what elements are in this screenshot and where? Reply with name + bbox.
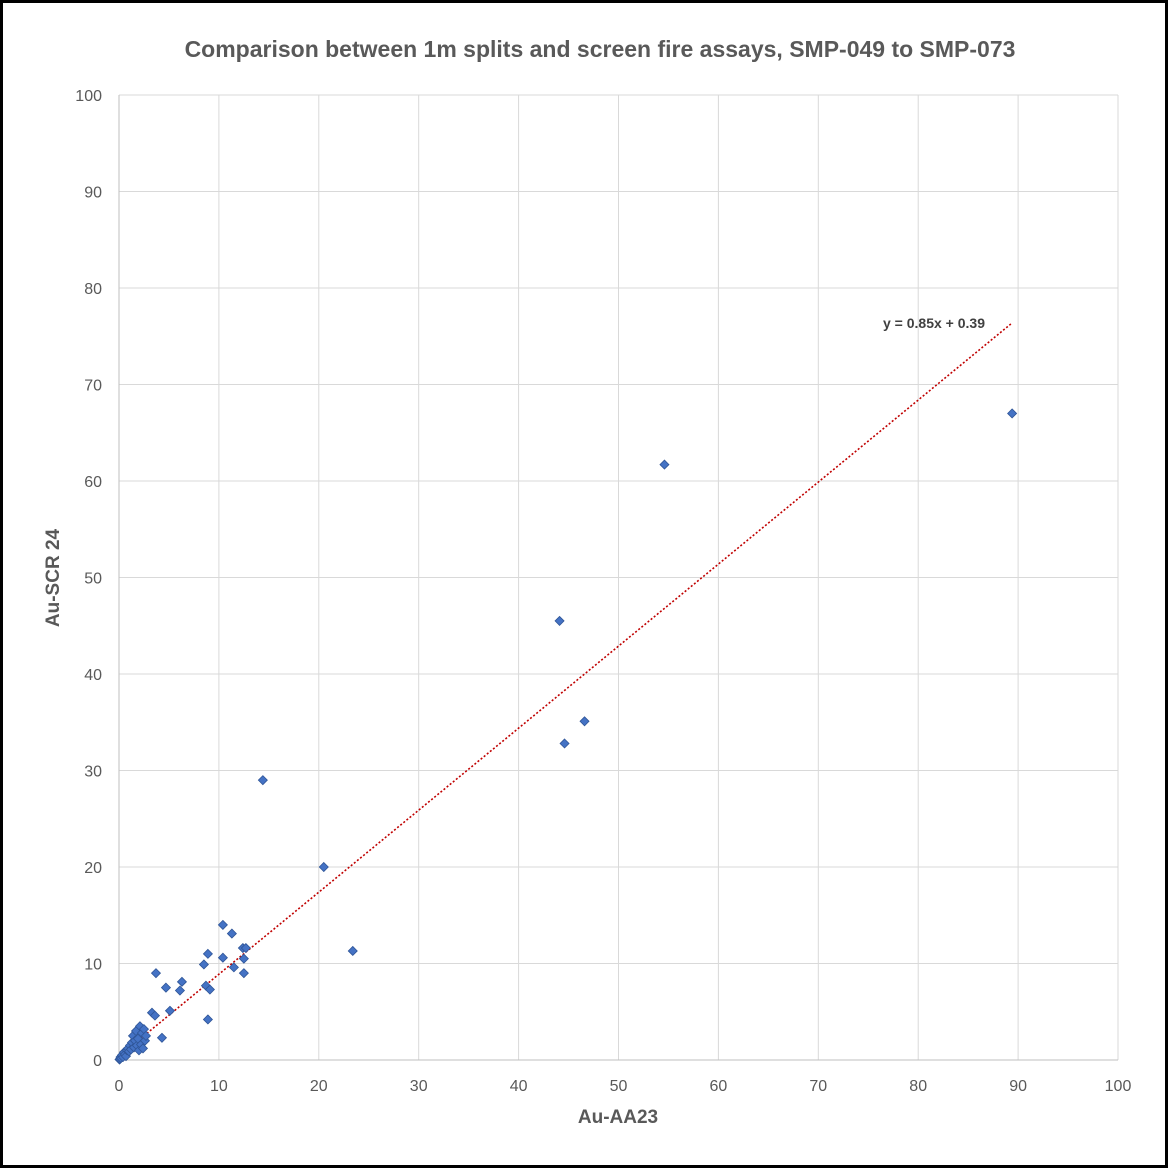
data-point xyxy=(156,1032,168,1043)
data-points xyxy=(114,408,1018,1065)
data-point xyxy=(1007,408,1018,419)
trendline-group xyxy=(118,322,1013,1057)
data-point xyxy=(164,1005,176,1016)
y-tick-label: 60 xyxy=(84,474,102,491)
data-point xyxy=(238,968,249,979)
trendline xyxy=(118,322,1013,1057)
data-point xyxy=(659,459,670,470)
x-tick-label: 60 xyxy=(710,1078,728,1095)
y-tick-label: 50 xyxy=(84,571,102,588)
x-tick-label: 90 xyxy=(1009,1078,1027,1095)
y-tick-label: 20 xyxy=(84,860,102,877)
trendline-equation: y = 0.85x + 0.39 xyxy=(883,315,985,331)
x-tick-label: 80 xyxy=(909,1078,927,1095)
data-point xyxy=(217,952,228,963)
data-point xyxy=(202,1014,213,1025)
scatter-chart: Comparison between 1m splits and screen … xyxy=(43,36,1132,1128)
y-tick-label: 0 xyxy=(93,1053,102,1070)
data-point xyxy=(238,953,249,964)
data-point xyxy=(257,775,268,786)
x-tick-label: 10 xyxy=(210,1078,228,1095)
data-point xyxy=(559,738,570,749)
data-point xyxy=(318,861,329,873)
data-point xyxy=(347,945,358,957)
x-tick-label: 20 xyxy=(310,1078,328,1095)
y-tick-label: 80 xyxy=(84,281,102,298)
data-point xyxy=(140,1030,152,1041)
data-point xyxy=(217,919,228,930)
data-point xyxy=(150,968,162,979)
y-axis-ticks: 0 10 20 30 40 50 60 70 80 90 100 xyxy=(75,88,102,1070)
data-point xyxy=(554,615,565,626)
data-point xyxy=(174,985,186,996)
y-tick-label: 30 xyxy=(84,764,102,781)
data-point xyxy=(160,982,172,993)
data-point xyxy=(137,1043,149,1054)
x-tick-label: 40 xyxy=(510,1078,528,1095)
y-tick-label: 10 xyxy=(84,957,102,974)
y-tick-label: 100 xyxy=(75,88,102,105)
y-tick-label: 90 xyxy=(84,185,102,202)
data-point xyxy=(204,984,215,995)
data-point xyxy=(228,962,239,973)
grid-lines xyxy=(118,94,1119,1061)
x-tick-label: 70 xyxy=(809,1078,827,1095)
chart-title: Comparison between 1m splits and screen … xyxy=(185,36,1016,62)
x-axis-label: Au-AA23 xyxy=(578,1107,658,1128)
data-point xyxy=(198,959,209,970)
x-tick-label: 0 xyxy=(115,1078,124,1095)
data-point xyxy=(176,976,188,987)
y-tick-label: 40 xyxy=(84,667,102,684)
data-point xyxy=(240,942,251,954)
data-point xyxy=(149,1010,161,1021)
y-axis-label: Au-SCR 24 xyxy=(43,528,64,627)
x-tick-label: 50 xyxy=(610,1078,628,1095)
x-axis-ticks: 0 10 20 30 40 50 60 70 80 90 100 xyxy=(115,1078,1132,1095)
data-point xyxy=(579,716,590,727)
y-tick-label: 70 xyxy=(84,378,102,395)
x-tick-label: 100 xyxy=(1105,1078,1132,1095)
data-point xyxy=(202,948,213,959)
x-tick-label: 30 xyxy=(410,1078,428,1095)
data-point xyxy=(226,928,237,939)
